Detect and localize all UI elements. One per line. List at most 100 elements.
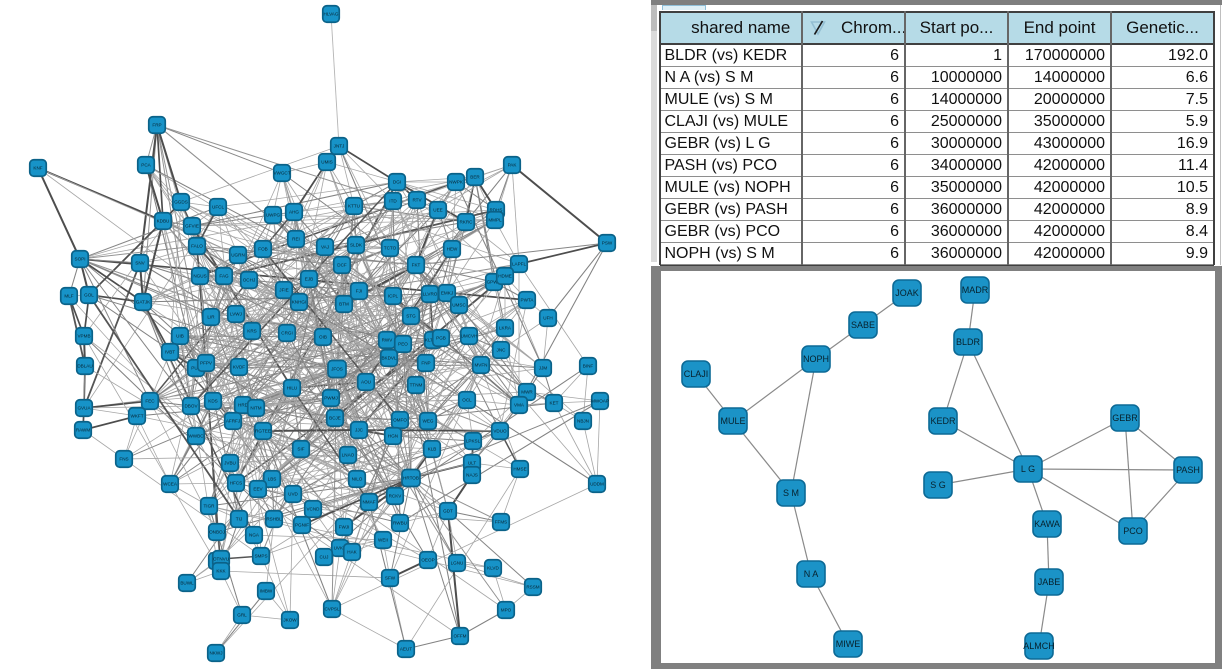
svg-text:GDT: GDT xyxy=(443,509,453,514)
svg-text:NBJN: NBJN xyxy=(577,419,589,424)
svg-text:STG: STG xyxy=(406,314,416,319)
svg-text:IVBT: IVBT xyxy=(165,350,175,355)
svg-text:VDUO: VDUO xyxy=(493,429,507,434)
svg-text:BCJE: BCJE xyxy=(329,416,341,421)
svg-text:NOPH: NOPH xyxy=(803,354,829,364)
svg-text:DGI: DGI xyxy=(393,180,401,185)
svg-text:PCO: PCO xyxy=(1123,526,1143,536)
svg-text:HMSE: HMSE xyxy=(513,467,526,472)
svg-text:WCEA: WCEA xyxy=(163,482,178,487)
svg-text:JVBU: JVBU xyxy=(224,461,236,466)
svg-text:SMPS: SMPS xyxy=(254,554,267,559)
svg-text:GOL: GOL xyxy=(84,293,94,298)
svg-text:HDME: HDME xyxy=(498,274,512,279)
svg-text:OMFO: OMFO xyxy=(393,418,407,423)
svg-text:MWOAP: MWOAP xyxy=(591,399,609,404)
svg-text:UMCVH: UMCVH xyxy=(461,334,478,339)
svg-text:ICPL: ICPL xyxy=(388,294,399,299)
svg-text:MMPL: MMPL xyxy=(488,218,502,223)
svg-text:HRD: HRD xyxy=(238,403,249,408)
svg-text:GPWM: GPWM xyxy=(487,280,502,285)
svg-text:ONBOJ: ONBOJ xyxy=(209,530,225,535)
svg-text:WEII: WEII xyxy=(378,538,388,543)
svg-text:FFMS: FFMS xyxy=(495,520,508,525)
svg-text:NILO: NILO xyxy=(352,477,363,482)
svg-text:GATJK: GATJK xyxy=(136,300,151,305)
svg-text:AEUT: AEUT xyxy=(400,647,412,652)
svg-text:SIF: SIF xyxy=(297,447,304,452)
svg-text:JABE: JABE xyxy=(1038,577,1061,587)
svg-text:GEBR: GEBR xyxy=(1112,413,1138,423)
svg-text:CVPSL: CVPSL xyxy=(324,607,340,612)
svg-text:HILU: HILU xyxy=(287,386,297,391)
svg-text:UDDM: UDDM xyxy=(590,482,604,487)
svg-text:AOU: AOU xyxy=(361,380,371,385)
svg-text:SFW: SFW xyxy=(385,576,396,581)
svg-text:PGB: PGB xyxy=(436,336,446,341)
svg-text:NGUS: NGUS xyxy=(193,274,206,279)
svg-text:OFFM: OFFM xyxy=(453,634,466,639)
svg-text:LIR: LIR xyxy=(207,315,215,320)
svg-text:KLB: KLB xyxy=(428,447,437,452)
svg-text:RGTEE: RGTEE xyxy=(255,429,271,434)
svg-text:HGN: HGN xyxy=(388,434,398,439)
svg-text:KRS: KRS xyxy=(247,329,256,334)
svg-text:WEG: WEG xyxy=(423,419,434,424)
svg-text:CRGI: CRGI xyxy=(281,331,292,336)
svg-text:TCTO: TCTO xyxy=(384,246,397,251)
svg-text:GFVIE: GFVIE xyxy=(185,224,199,229)
svg-text:AFRFJ: AFRFJ xyxy=(226,419,240,424)
svg-text:HRTOB: HRTOB xyxy=(403,476,419,481)
svg-text:IMBW: IMBW xyxy=(260,589,273,594)
svg-text:KTTU: KTTU xyxy=(348,204,360,209)
svg-text:BINF: BINF xyxy=(583,364,594,369)
svg-text:WKFT: WKFT xyxy=(130,414,143,419)
svg-text:FKT: FKT xyxy=(412,263,421,268)
svg-text:VPMB: VPMB xyxy=(77,334,90,339)
svg-text:LPKSL: LPKSL xyxy=(466,439,481,444)
svg-text:HAK: HAK xyxy=(347,550,357,555)
svg-text:FJI: FJI xyxy=(356,289,362,294)
svg-text:EJB: EJB xyxy=(305,277,313,282)
svg-text:SABE: SABE xyxy=(851,320,875,330)
svg-text:FAG: FAG xyxy=(219,274,229,279)
svg-text:GVUA: GVUA xyxy=(77,406,91,411)
svg-text:N A: N A xyxy=(804,569,819,579)
svg-text:MWR: MWR xyxy=(521,390,533,395)
svg-text:FNP: FNP xyxy=(421,361,430,366)
svg-text:RKRC: RKRC xyxy=(459,220,473,225)
svg-text:OCHJ: OCHJ xyxy=(243,278,256,283)
svg-text:EEV: EEV xyxy=(253,487,263,492)
svg-text:PUV: PUV xyxy=(191,366,201,371)
svg-text:JOAK: JOAK xyxy=(895,288,919,298)
svg-text:RDHS: RDHS xyxy=(489,208,502,213)
svg-text:HFCS: HFCS xyxy=(230,481,243,486)
svg-text:KET: KET xyxy=(550,401,559,406)
svg-text:BTM: BTM xyxy=(339,302,349,307)
svg-text:JNC: JNC xyxy=(497,348,507,353)
svg-text:ITD: ITD xyxy=(389,199,397,204)
svg-text:JJC: JJC xyxy=(355,428,364,433)
svg-text:ULT: ULT xyxy=(468,461,477,466)
svg-text:UMSC: UMSC xyxy=(452,303,466,308)
svg-text:KDS: KDS xyxy=(208,399,217,404)
svg-text:BUWL: BUWL xyxy=(180,581,194,586)
svg-text:SLDK: SLDK xyxy=(350,243,363,248)
svg-text:KDBU: KDBU xyxy=(157,219,170,224)
svg-text:LKRA: LKRA xyxy=(499,326,512,331)
svg-text:PCA: PCA xyxy=(141,163,151,168)
svg-text:RSSM: RSSM xyxy=(526,585,539,590)
svg-text:PEO: PEO xyxy=(398,342,408,347)
svg-text:UFCL: UFCL xyxy=(212,205,224,210)
svg-text:PGNIF: PGNIF xyxy=(295,523,309,528)
svg-text:JKOW: JKOW xyxy=(283,618,297,623)
svg-text:BKDVL: BKDVL xyxy=(381,356,397,361)
svg-text:PAK: PAK xyxy=(508,163,518,168)
svg-text:RAWM: RAWM xyxy=(76,428,91,433)
svg-text:OIB: OIB xyxy=(319,335,327,340)
svg-text:S G: S G xyxy=(930,480,946,490)
svg-text:JFIE: JFIE xyxy=(279,288,288,293)
svg-text:VMA: VMA xyxy=(514,403,525,408)
svg-text:SNV: SNV xyxy=(135,261,145,266)
svg-text:UEE: UEE xyxy=(433,208,442,213)
